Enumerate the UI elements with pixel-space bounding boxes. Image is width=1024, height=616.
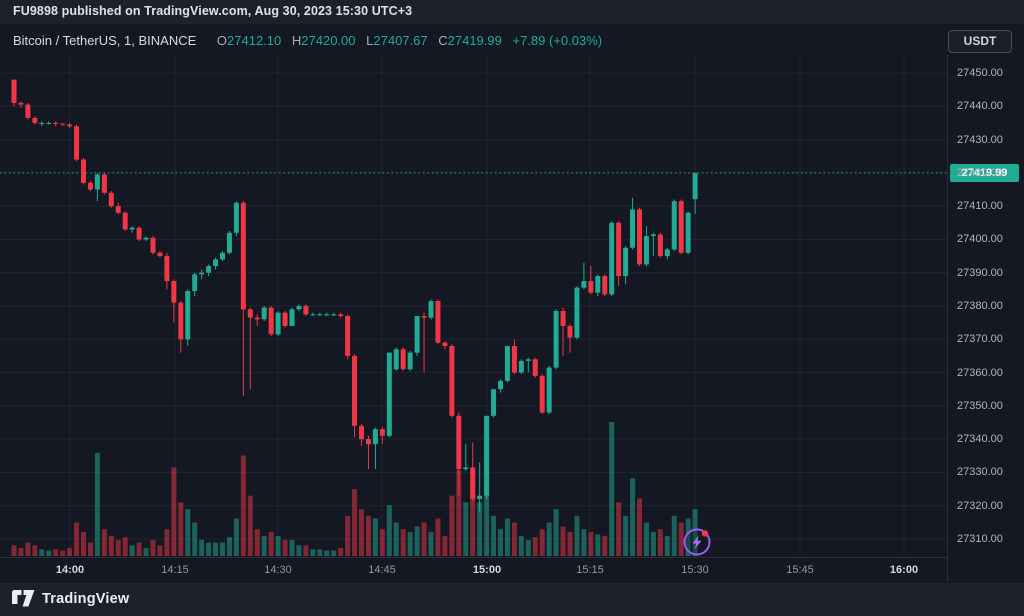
- price-axis-label: 27410.00: [957, 200, 1003, 213]
- time-axis-label: 15:45: [786, 564, 814, 576]
- price-axis-label: 27320.00: [957, 499, 1003, 512]
- price-axis-label: 27330.00: [957, 466, 1003, 479]
- tradingview-logo-icon: [12, 590, 35, 607]
- price-axis-label: 27350.00: [957, 399, 1003, 412]
- close-label: C: [438, 33, 448, 48]
- time-axis-label: 14:15: [161, 564, 189, 576]
- time-axis-label: 15:30: [681, 564, 709, 576]
- time-axis-label: 16:00: [889, 564, 919, 576]
- price-axis-label: 27370.00: [957, 333, 1003, 346]
- publish-caption: FU9898 published on TradingView.com, Aug…: [13, 4, 413, 18]
- time-axis-label: 15:00: [472, 564, 502, 576]
- lightning-bolt-icon: [692, 535, 702, 549]
- time-axis[interactable]: 14:00 14:15 14:30 14:45 15:00 15:15 15:30 15:45…: [0, 557, 947, 582]
- instant-trading-button[interactable]: [682, 527, 712, 557]
- high-label: H: [291, 33, 302, 48]
- change-value: +7.89 (+0.03%): [512, 33, 603, 48]
- price-axis-label: 27340.00: [957, 433, 1003, 446]
- last-price-badge: 27419.99: [950, 163, 1019, 182]
- close-value: 27419.99: [447, 33, 502, 48]
- tradingview-brand-link[interactable]: TradingView: [12, 590, 129, 607]
- footer-bar: TradingView: [0, 583, 1024, 616]
- notification-dot-icon: [701, 530, 709, 537]
- time-axis-label: 14:30: [264, 564, 292, 576]
- price-axis-label: 27450.00: [957, 67, 1003, 79]
- price-axis-label: 27440.00: [957, 100, 1003, 113]
- chart-widget: Bitcoin / TetherUS, 1, BINANCE O27412.10…: [0, 24, 1024, 583]
- symbol-title[interactable]: Bitcoin / TetherUS, 1, BINANCE: [13, 33, 197, 48]
- price-axis-label: 27310.00: [957, 533, 1003, 545]
- symbol-legend: Bitcoin / TetherUS, 1, BINANCE O27412.10…: [13, 33, 602, 48]
- currency-unit-button[interactable]: USDT: [948, 30, 1012, 53]
- publish-bar: FU9898 published on TradingView.com, Aug…: [0, 0, 1024, 24]
- low-value: 27407.67: [373, 33, 428, 48]
- open-value: 27412.10: [227, 33, 282, 48]
- open-label: O: [216, 33, 228, 48]
- price-axis-label: 27380.00: [957, 300, 1003, 312]
- candles: [11, 79, 698, 513]
- time-axis-label: 14:45: [368, 564, 396, 576]
- price-axis-label: 27430.00: [957, 133, 1003, 146]
- high-value: 27420.00: [301, 33, 356, 48]
- brand-text: TradingView: [42, 590, 130, 607]
- price-axis-label: 27400.00: [957, 233, 1003, 246]
- price-axis-label: 27420.00: [957, 166, 1003, 179]
- low-label: L: [366, 33, 374, 48]
- volume-bars: [11, 422, 698, 556]
- price-axis-label: 27360.00: [957, 366, 1003, 379]
- candlestick-chart-pane[interactable]: [0, 55, 947, 557]
- price-axis-label: 27390.00: [957, 266, 1003, 279]
- time-axis-label: 14:00: [55, 564, 85, 576]
- time-axis-label: 15:15: [576, 564, 604, 576]
- price-axis[interactable]: 27419.99 27450.00 27440.00 27430.00 27420.0…: [947, 55, 1024, 582]
